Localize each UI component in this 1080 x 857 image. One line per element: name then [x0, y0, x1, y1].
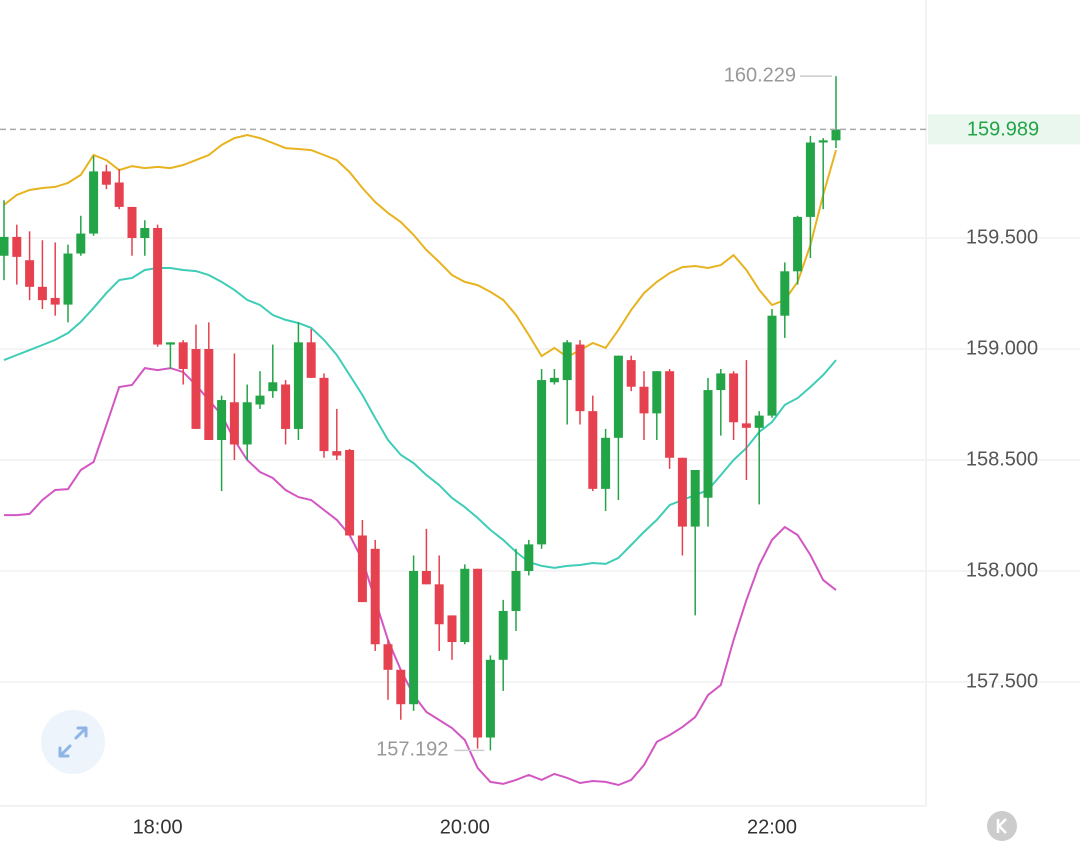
- min-label: 157.192: [376, 739, 448, 761]
- candle-body: [652, 371, 662, 414]
- candle-body: [613, 355, 623, 438]
- candle-body: [793, 216, 803, 272]
- candle-body: [677, 457, 687, 527]
- candle-body: [281, 384, 291, 429]
- x-tick-label: 20:00: [440, 816, 490, 838]
- candle-body: [242, 402, 252, 445]
- candle-body: [703, 390, 713, 498]
- candle-body: [89, 171, 99, 234]
- candle-body: [780, 271, 790, 316]
- candle-body: [485, 659, 495, 738]
- candle-body: [101, 171, 111, 185]
- candle-body: [50, 297, 60, 305]
- candle-body: [741, 423, 751, 428]
- plot: 157.500 158.000 158.500 159.000 159.500 18:00…: [0, 64, 1080, 838]
- band-upper: [3, 133, 837, 359]
- y-tick-label: 158.500: [966, 448, 1038, 470]
- candle-body: [421, 571, 431, 585]
- current-price-badge: [928, 114, 1080, 145]
- candle-body: [434, 584, 444, 625]
- candle-body: [549, 377, 559, 383]
- y-tick-label: 157.500: [966, 670, 1038, 692]
- candle-body: [626, 360, 636, 387]
- candle-body: [690, 469, 700, 527]
- candle-body: [396, 669, 406, 705]
- current-price-label: 159.989: [967, 119, 1039, 141]
- candle-body: [818, 140, 828, 143]
- kline-icon: [996, 818, 1007, 834]
- candle-body: [229, 402, 239, 445]
- candle-body: [319, 377, 329, 452]
- candle-body: [268, 382, 278, 392]
- candle-body: [473, 568, 483, 738]
- candle-body: [729, 373, 739, 423]
- band-lower: [4, 367, 837, 787]
- expand-icon: [58, 726, 88, 758]
- candle-body: [217, 400, 227, 441]
- candle-body: [460, 568, 470, 643]
- candle-body: [140, 228, 150, 238]
- candle-body: [191, 348, 201, 429]
- expand-button[interactable]: [41, 710, 105, 774]
- candle-body: [805, 142, 815, 217]
- candle-body: [12, 236, 22, 257]
- candle-body: [255, 395, 265, 405]
- candle-body: [716, 373, 726, 391]
- candle-body: [575, 344, 585, 412]
- max-label: 160.229: [724, 64, 796, 86]
- candle-body: [665, 371, 675, 458]
- candle-body: [639, 386, 649, 414]
- candle-body: [0, 236, 9, 256]
- candle-body: [370, 548, 380, 645]
- x-tick-label: 18:00: [133, 816, 183, 838]
- candle-body: [37, 286, 47, 301]
- candle-body: [345, 450, 355, 536]
- candle-body: [383, 644, 393, 670]
- candle-body: [447, 615, 457, 643]
- candle-body: [562, 342, 572, 381]
- y-tick-label: 158.000: [966, 559, 1038, 581]
- candle-body: [178, 342, 188, 369]
- candle-body: [601, 437, 611, 489]
- candle-body: [127, 206, 137, 238]
- candle-body: [511, 571, 521, 611]
- candle-body: [204, 348, 214, 441]
- candle-body: [767, 315, 777, 416]
- candle-body: [524, 544, 534, 572]
- candle-body: [25, 260, 35, 287]
- candle-body: [357, 535, 367, 603]
- kline-button[interactable]: [987, 811, 1017, 841]
- y-tick-label: 159.500: [966, 226, 1038, 248]
- candle-body: [293, 342, 303, 429]
- candle-body: [409, 571, 419, 705]
- candle-body: [165, 342, 175, 345]
- candle-body: [114, 182, 124, 207]
- candle-body: [306, 342, 316, 378]
- candle-body: [588, 411, 598, 489]
- candle-body: [153, 228, 163, 345]
- candle-body: [831, 129, 841, 141]
- candle-body: [63, 253, 73, 305]
- candle-body: [754, 415, 764, 428]
- candle-body: [537, 380, 547, 545]
- x-tick-label: 22:00: [747, 816, 797, 838]
- y-tick-label: 159.000: [966, 337, 1038, 359]
- candle-body: [332, 451, 342, 456]
- candle-body: [498, 610, 508, 660]
- candle-body: [76, 233, 86, 254]
